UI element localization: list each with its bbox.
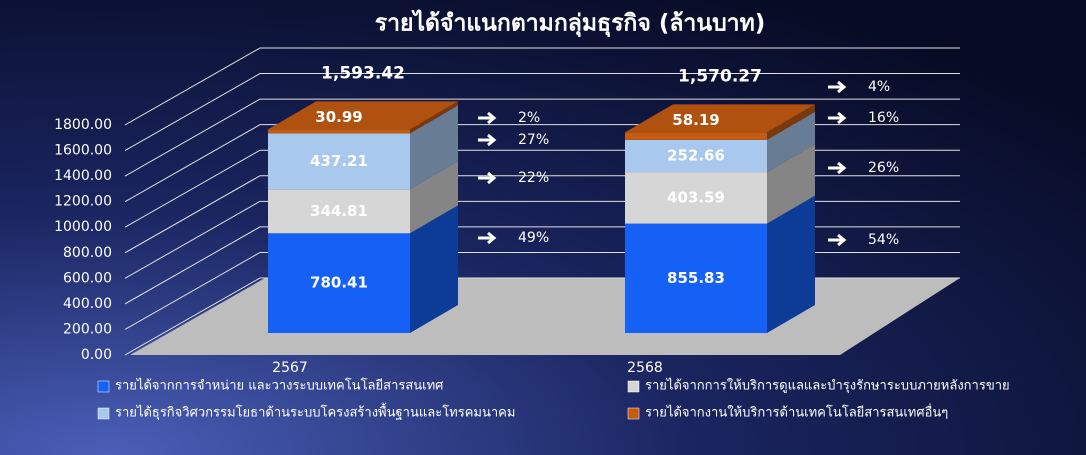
bar-side <box>410 101 458 134</box>
data-label: 437.21 <box>310 152 368 170</box>
bar <box>268 133 410 190</box>
bar-side <box>410 161 458 234</box>
legend-swatch <box>627 380 640 393</box>
y-tick-label: 1000.00 <box>54 219 112 235</box>
share-arrow <box>828 111 847 125</box>
share-label: 16% <box>868 110 899 126</box>
grid-line <box>124 73 960 151</box>
data-label: 403.59 <box>667 188 725 206</box>
bar-side <box>767 195 815 333</box>
legend-swatch <box>97 380 110 393</box>
floor <box>130 278 960 355</box>
share-arrow <box>828 161 847 175</box>
legend-label: รายได้จากการให้บริการดูแลและบำรุงรักษาระ… <box>645 378 1010 394</box>
grid-line <box>124 98 960 177</box>
data-label: 30.99 <box>315 108 362 126</box>
share-arrow <box>828 233 847 247</box>
total-label: 1,593.42 <box>321 63 405 83</box>
bar <box>268 189 410 234</box>
bar-side <box>767 104 815 140</box>
share-arrow <box>478 111 497 125</box>
share-arrow <box>478 231 497 245</box>
x-tick-label: 2568 <box>627 360 663 376</box>
bar-top <box>625 104 815 133</box>
share-arrow <box>828 80 847 94</box>
y-tick-label: 600.00 <box>63 270 112 286</box>
total-label: 1,570.27 <box>678 66 762 86</box>
bar-side <box>410 205 458 333</box>
bar-side <box>767 144 815 224</box>
bar <box>625 172 767 224</box>
share-label: 2% <box>518 110 540 126</box>
bar-side <box>410 105 458 190</box>
bar <box>625 139 767 173</box>
legend-label: รายได้จากงานให้บริการด้านเทคโนโลยีสารสนเ… <box>645 404 948 421</box>
chart-title: รายได้จำแนกตามกลุ่มธุรกิจ (ล้านบาท) <box>375 9 766 38</box>
y-tick-label: 1200.00 <box>54 194 112 210</box>
share-arrow <box>478 171 497 185</box>
y-tick-label: 800.00 <box>63 245 112 261</box>
share-label: 26% <box>868 160 899 176</box>
y-tick-label: 1600.00 <box>54 143 112 159</box>
y-tick-label: 1800.00 <box>54 117 112 133</box>
legend-swatch <box>97 407 110 420</box>
share-label: 22% <box>518 170 549 186</box>
data-label: 58.19 <box>672 111 719 129</box>
bar <box>625 223 767 333</box>
data-label: 344.81 <box>310 202 368 220</box>
y-tick-label: 0.00 <box>81 347 112 363</box>
share-label: 4% <box>868 79 890 95</box>
share-label: 49% <box>518 230 549 246</box>
share-arrow <box>478 133 497 147</box>
data-label: 855.83 <box>667 269 725 287</box>
bar <box>268 129 410 134</box>
share-label: 54% <box>868 232 899 248</box>
bar <box>625 132 767 140</box>
share-label: 27% <box>518 132 549 148</box>
legend-label: รายได้ธุรกิจวิศวกรรมโยธาด้านระบบโครงสร้า… <box>115 403 515 421</box>
legend-label: รายได้จากการจำหน่าย และวางระบบเทคโนโลยีส… <box>115 378 444 394</box>
bar <box>268 233 410 333</box>
y-tick-label: 1400.00 <box>54 168 112 184</box>
x-tick-label: 2567 <box>272 360 308 376</box>
data-label: 780.41 <box>310 274 368 292</box>
grid-line <box>124 47 960 126</box>
bar-top <box>268 101 458 130</box>
legend-swatch <box>627 407 640 420</box>
bar-side <box>767 111 815 173</box>
y-tick-label: 200.00 <box>63 321 112 337</box>
y-tick-label: 400.00 <box>63 296 112 312</box>
data-label: 252.66 <box>667 146 725 164</box>
